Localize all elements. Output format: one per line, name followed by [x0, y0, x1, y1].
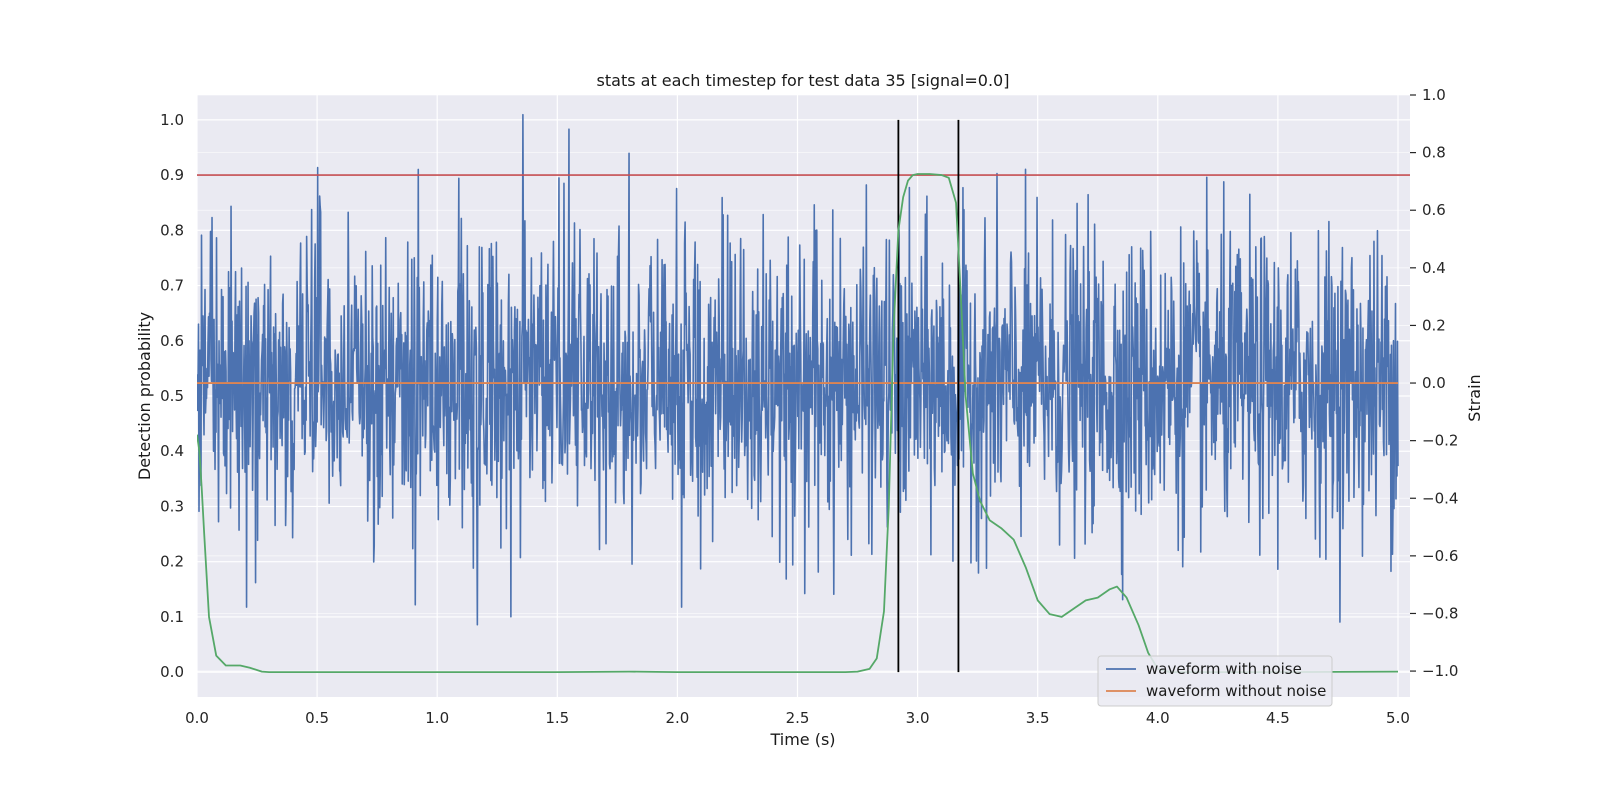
y-tick-label-4: 0.4	[160, 442, 184, 460]
y-tick-label-0: 0.0	[160, 663, 184, 681]
y-right-tick-label-4: −0.2	[1422, 432, 1458, 450]
y-right-tick-label-8: 0.6	[1422, 201, 1446, 219]
x-tick-label-2: 1.0	[425, 709, 449, 727]
y-tick-label-1: 0.1	[160, 608, 184, 626]
x-tick-label-7: 3.5	[1026, 709, 1050, 727]
y-axis-left: 0.0 0.1 0.2 0.3 0.4 0.5 0.6 0.7 0.8 0.9 1.0	[160, 111, 184, 681]
y-tick-label-6: 0.6	[160, 332, 184, 350]
y-axis-right: −1.0 −0.8 −0.6 −0.4 −0.2 0.0 0.2 0.4 0.6 0.8 1.0	[1410, 86, 1458, 680]
series-waveform-with-noise	[197, 113, 1399, 626]
legend-box	[1097, 655, 1333, 707]
series-layer	[197, 113, 1410, 674]
x-tick-label-5: 2.5	[786, 709, 810, 727]
x-tick-label-9: 4.5	[1266, 709, 1290, 727]
y-tick-label-8: 0.8	[160, 221, 184, 239]
y-tick-label-7: 0.7	[160, 277, 184, 295]
y-axis-right-label: Strain	[1465, 374, 1484, 421]
legend: waveform with noise waveform without noi…	[1097, 655, 1333, 707]
y-right-tick-label-2: −0.6	[1422, 547, 1458, 565]
y-tick-label-3: 0.3	[160, 497, 184, 515]
y-right-tick-label-0: −1.0	[1422, 662, 1458, 680]
series-detection-probability	[197, 173, 1398, 674]
y-right-tick-label-1: −0.8	[1422, 604, 1458, 622]
legend-label-waveform-with-noise: waveform with noise	[1146, 660, 1302, 678]
x-tick-label-3: 1.5	[545, 709, 569, 727]
chart-title: stats at each timestep for test data 35 …	[597, 71, 1010, 90]
x-tick-label-4: 2.0	[665, 709, 689, 727]
y-tick-label-2: 0.2	[160, 553, 184, 571]
x-tick-label-10: 5.0	[1386, 709, 1410, 727]
x-tick-label-8: 4.0	[1146, 709, 1170, 727]
y-tick-label-9: 0.9	[160, 166, 184, 184]
x-tick-label-0: 0.0	[185, 709, 209, 727]
y-tick-label-5: 0.5	[160, 387, 184, 405]
x-tick-label-1: 0.5	[305, 709, 329, 727]
y-right-tick-label-6: 0.2	[1422, 316, 1446, 334]
y-axis-label: Detection probability	[135, 312, 154, 480]
series-clip-group	[197, 113, 1410, 674]
y-tick-label-10: 1.0	[160, 111, 184, 129]
y-right-tick-label-3: −0.4	[1422, 489, 1458, 507]
y-right-tick-label-10: 1.0	[1422, 86, 1446, 104]
y-right-tick-label-7: 0.4	[1422, 259, 1446, 277]
x-axis-label: Time (s)	[769, 730, 835, 749]
y-right-tick-label-5: 0.0	[1422, 374, 1446, 392]
legend-label-waveform-without-noise: waveform without noise	[1146, 682, 1326, 700]
x-axis: 0.0 0.5 1.0 1.5 2.0 2.5 3.0 3.5 4.0 4.5 5.0	[185, 709, 1410, 727]
y-right-tick-label-9: 0.8	[1422, 144, 1446, 162]
x-tick-label-6: 3.0	[906, 709, 930, 727]
